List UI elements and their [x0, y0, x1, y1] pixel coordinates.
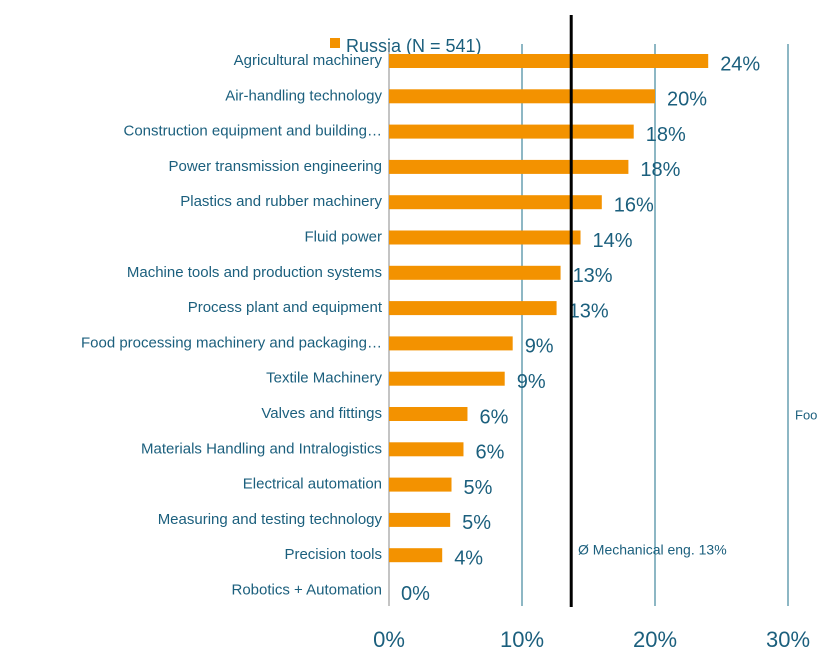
category-label: Power transmission engineering [169, 158, 382, 175]
value-label: 5% [464, 477, 493, 499]
value-label: 24% [720, 53, 760, 75]
value-label: 0% [401, 583, 430, 605]
bar [389, 512, 451, 527]
category-label: Construction equipment and building… [124, 123, 383, 140]
bar [389, 265, 561, 280]
bar [389, 336, 513, 351]
value-label: 13% [569, 300, 609, 322]
category-label: Food processing machinery and packaging… [81, 334, 382, 351]
value-label: 6% [475, 442, 504, 464]
legend-swatch [330, 38, 340, 48]
category-label: Materials Handling and Intralogistics [141, 440, 382, 457]
bar [389, 230, 581, 245]
bar [389, 54, 709, 68]
x-tick-label: 0% [373, 627, 405, 652]
value-label: 14% [593, 230, 633, 252]
category-label: Air-handling technology [225, 87, 382, 104]
category-label: Precision tools [284, 546, 382, 563]
legend-label: Russia (N = 541) [346, 36, 482, 56]
category-label: Valves and fittings [261, 405, 382, 422]
bar [389, 301, 557, 316]
bar [389, 159, 629, 174]
bar [389, 371, 505, 386]
value-label: 16% [614, 194, 654, 216]
value-label: 18% [640, 159, 680, 181]
bar [389, 548, 443, 563]
reference-label: Ø Mechanical eng. 13% [578, 542, 727, 558]
value-label: 9% [525, 336, 554, 358]
category-label: Textile Machinery [266, 370, 382, 387]
category-label: Fluid power [304, 228, 382, 245]
category-label: Machine tools and production systems [127, 264, 382, 281]
value-label: 9% [517, 371, 546, 393]
value-label: 18% [646, 124, 686, 146]
clipped-text: Foo [795, 407, 817, 422]
category-label: Robotics + Automation [231, 581, 382, 598]
category-label: Electrical automation [243, 476, 382, 493]
category-label: Process plant and equipment [188, 299, 383, 316]
x-tick-label: 20% [633, 627, 677, 652]
value-label: 20% [667, 89, 707, 111]
value-label: 4% [454, 547, 483, 569]
bar [389, 124, 634, 139]
bar [389, 195, 602, 210]
bar [389, 477, 452, 492]
bar [389, 89, 655, 104]
x-tick-label: 30% [766, 627, 810, 652]
category-label: Plastics and rubber machinery [180, 193, 382, 210]
value-label: 6% [479, 406, 508, 428]
x-tick-label: 10% [500, 627, 544, 652]
value-label: 13% [573, 265, 613, 287]
category-label: Agricultural machinery [234, 52, 383, 69]
bar [389, 407, 468, 421]
category-label: Measuring and testing technology [158, 511, 383, 528]
bar [389, 442, 464, 457]
value-label: 5% [462, 512, 491, 534]
